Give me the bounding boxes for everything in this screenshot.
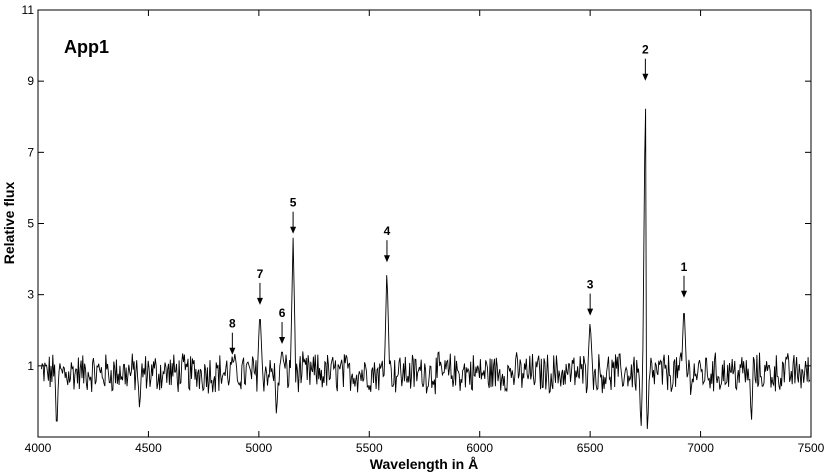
marker-label: 2 (642, 43, 649, 57)
x-tick-label: 6000 (466, 441, 493, 455)
x-tick-label: 5000 (246, 441, 273, 455)
y-tick-label: 1 (27, 359, 34, 373)
marker-arrow-head (383, 255, 390, 263)
x-tick-label: 7000 (687, 441, 714, 455)
line-marker-3: 3 (587, 278, 594, 316)
y-tick-label: 11 (22, 3, 35, 17)
marker-label: 6 (279, 306, 286, 320)
x-tick-label: 6500 (577, 441, 604, 455)
x-tick-label: 4500 (135, 441, 162, 455)
x-tick-label: 5500 (356, 441, 383, 455)
line-marker-7: 7 (257, 267, 264, 305)
marker-arrow-head (290, 226, 297, 234)
marker-arrow-head (642, 73, 649, 81)
marker-arrow-head (256, 297, 263, 305)
y-tick-label: 9 (27, 74, 34, 88)
marker-label: 5 (290, 196, 297, 210)
marker-arrow-head (229, 347, 236, 355)
axis-ticks (37, 9, 812, 437)
x-axis-title: Wavelength in Å (370, 456, 478, 472)
marker-arrow-head (681, 290, 688, 298)
marker-label: 4 (384, 224, 391, 238)
y-axis-title: Relative flux (1, 182, 17, 265)
spectrum-line (40, 108, 811, 430)
marker-arrow-head (587, 308, 594, 316)
x-tick-label: 7500 (798, 441, 825, 455)
panel-label: App1 (64, 37, 109, 57)
marker-label: 3 (587, 278, 594, 292)
line-marker-6: 6 (279, 306, 286, 345)
x-tick-label: 4000 (25, 441, 52, 455)
line-marker-2: 2 (642, 43, 649, 81)
marker-arrow-head (279, 337, 286, 345)
line-marker-8: 8 (229, 317, 236, 355)
line-marker-5: 5 (290, 196, 297, 234)
y-tick-label: 3 (27, 288, 34, 302)
tick-labels: 4000 4500 5000 5500 6000 6500 7000 7500 1 3 5 7 9 11 (22, 3, 825, 455)
marker-label: 8 (229, 317, 236, 331)
line-annotations: 1 2 3 4 5 6 7 8 (229, 43, 688, 355)
y-tick-label: 5 (27, 217, 34, 231)
y-tick-label: 7 (27, 145, 34, 159)
line-marker-4: 4 (383, 224, 391, 263)
marker-label: 7 (257, 267, 264, 281)
marker-label: 1 (681, 260, 688, 274)
line-marker-1: 1 (681, 260, 688, 298)
